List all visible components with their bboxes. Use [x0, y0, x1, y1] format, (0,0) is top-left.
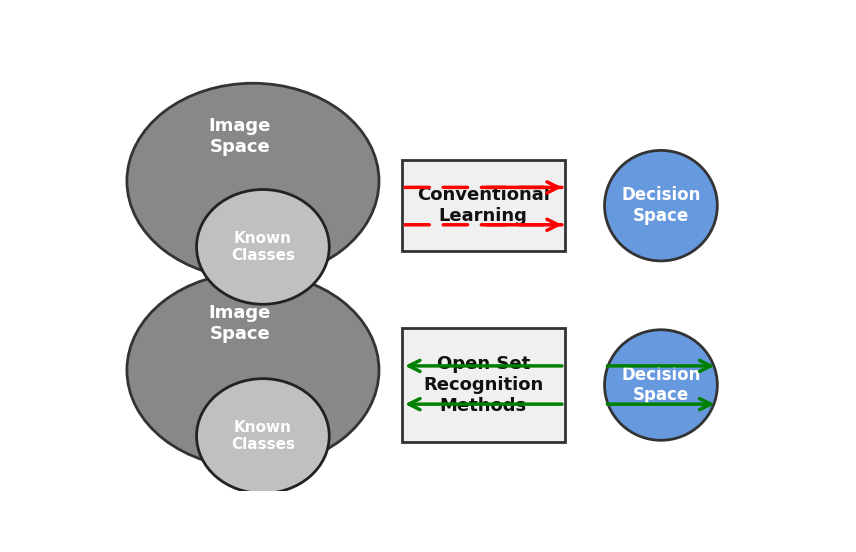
Text: Decision
Space: Decision Space	[621, 186, 700, 225]
Ellipse shape	[127, 272, 379, 468]
Text: Image
Space: Image Space	[209, 304, 270, 343]
Text: Image
Space: Image Space	[209, 117, 270, 156]
Ellipse shape	[604, 150, 717, 261]
Text: Known
Classes: Known Classes	[231, 231, 295, 263]
Ellipse shape	[604, 330, 717, 440]
Text: Open Set
Recognition
Methods: Open Set Recognition Methods	[423, 355, 544, 415]
Ellipse shape	[127, 83, 379, 279]
Text: Decision
Space: Decision Space	[621, 365, 700, 405]
Text: Conventional
Learning: Conventional Learning	[417, 186, 550, 225]
Ellipse shape	[197, 189, 330, 304]
Ellipse shape	[197, 379, 330, 493]
FancyBboxPatch shape	[402, 328, 565, 442]
FancyBboxPatch shape	[402, 160, 565, 251]
Text: Known
Classes: Known Classes	[231, 420, 295, 452]
